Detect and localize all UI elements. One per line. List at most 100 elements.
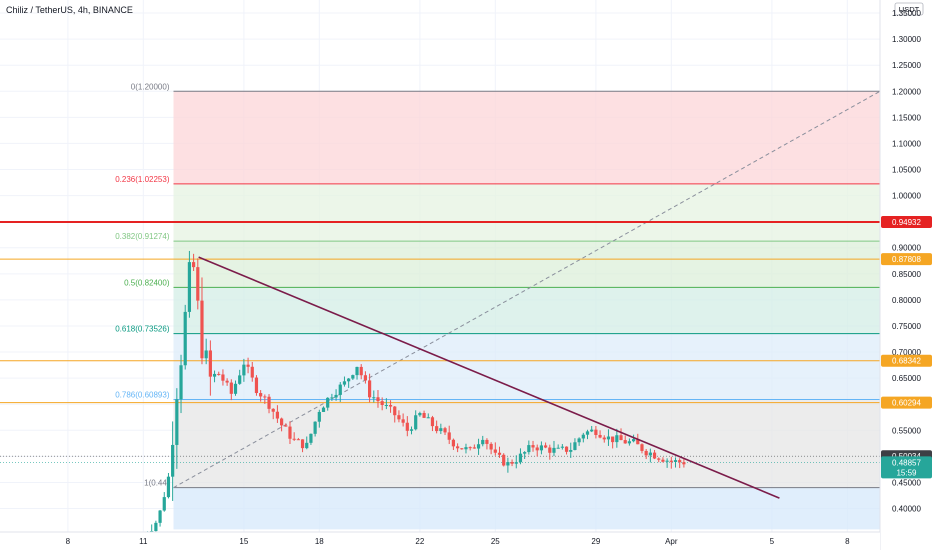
candle-body-24	[242, 364, 246, 376]
candle-body-80	[476, 444, 481, 449]
candle-body-31	[271, 408, 275, 412]
candle-body-17	[212, 373, 217, 377]
candle-body-66	[418, 412, 422, 416]
fib-level-label-3: 0.5(0.82400)	[124, 278, 170, 287]
candle-body-53	[363, 375, 368, 381]
candle-body-82	[485, 439, 489, 444]
candle-body-120	[644, 450, 648, 456]
fib-retracement[interactable]: 0(1.20000) 0.236(1.02253) 0.382(0.91274) 0.…	[115, 82, 880, 530]
candle-body-48	[342, 381, 347, 385]
candle-body-57	[380, 401, 384, 406]
candle-body-28	[259, 393, 263, 397]
candle-body-94	[535, 447, 539, 451]
candle-body-123	[657, 458, 661, 460]
descending-trendline	[198, 256, 780, 499]
price-tick-13: 0.70000	[892, 348, 921, 357]
candle-body-49	[347, 378, 351, 382]
candle-body-10	[183, 311, 187, 366]
time-tick-5: 25	[491, 537, 500, 546]
price-tick-7: 1.00000	[892, 192, 921, 201]
candle-body-67	[422, 412, 426, 418]
candle-body-21	[229, 382, 233, 394]
currency-box	[894, 2, 924, 16]
price-tick-6: 1.05000	[892, 166, 921, 175]
candle-body-98	[552, 447, 556, 453]
candle-body-104	[577, 438, 581, 443]
candle-body-75	[456, 446, 460, 449]
level-price-0-87808-tag	[881, 253, 932, 266]
level-price-0-68342-text: 0.68342	[892, 357, 921, 366]
candle-body-88	[510, 462, 514, 464]
price-tick-14: 0.65000	[892, 374, 921, 383]
level-price-0-68342-tag	[881, 354, 932, 367]
candle-body-115	[623, 440, 627, 444]
candle-body-102	[569, 449, 573, 452]
time-axis[interactable]: 8 11 15 18 22 25 29 Apr 5 8	[0, 531, 880, 550]
candle-body-60	[393, 406, 397, 416]
candle-body-50	[351, 375, 355, 379]
time-tick-4: 22	[415, 537, 424, 546]
current-price-tag	[881, 456, 932, 479]
candle-body-64	[409, 429, 414, 431]
candle-body-105	[581, 434, 585, 439]
candle-body-96	[544, 445, 548, 448]
candle-body-79	[472, 447, 476, 449]
candle-body-14	[200, 300, 204, 359]
candle-body-23	[238, 375, 242, 384]
candle-body-5	[162, 497, 166, 511]
candle-body-37	[296, 439, 300, 441]
price-tick-10: 0.85000	[892, 270, 921, 279]
candle-body-73	[447, 432, 451, 440]
candle-body-81	[481, 439, 485, 445]
price-tick-18: 0.45000	[892, 478, 921, 487]
candle-body-110	[602, 437, 606, 440]
candle-body-72	[443, 428, 447, 433]
candle-body-97	[548, 447, 552, 453]
candle-body-114	[619, 435, 623, 441]
candle-body-111	[606, 436, 611, 440]
candle-body-38	[300, 439, 305, 449]
candle-body-55	[372, 397, 376, 399]
fib-level-label-0: 0(1.20000)	[131, 82, 170, 91]
candle-body-113	[615, 435, 619, 443]
candle-body-112	[611, 436, 615, 443]
candle-body-30	[267, 396, 271, 409]
candle-body-78	[468, 447, 472, 449]
time-tick-9: 8	[845, 537, 850, 546]
candle-body-11	[187, 262, 192, 312]
price-tick-5: 1.10000	[892, 139, 921, 148]
candle-body-6	[166, 476, 171, 498]
candle-body-16	[208, 350, 212, 377]
candle-body-34	[284, 425, 288, 427]
candle-body-46	[334, 394, 338, 398]
candle-body-59	[388, 404, 393, 407]
candle-body-26	[250, 366, 254, 378]
candle-body-20	[225, 380, 229, 383]
fib-zone-6	[173, 487, 880, 530]
trendline[interactable]	[198, 256, 780, 499]
price-tick-0: 1.35000	[892, 9, 921, 18]
candle-body-41	[313, 421, 317, 434]
candle-body-35	[288, 426, 292, 439]
current-price-text: 0.48857	[892, 458, 921, 467]
candle-body-54	[368, 380, 372, 398]
price-tick-16: 0.55000	[892, 426, 921, 435]
candle-body-128	[678, 460, 682, 463]
candle-body-92	[527, 445, 531, 453]
time-axis-background	[0, 532, 880, 550]
fib-zone-1	[173, 183, 880, 242]
candle-body-100	[560, 446, 564, 448]
candle-body-43	[321, 407, 326, 412]
level-price-0-60294-text: 0.60294	[892, 399, 921, 408]
fib-level-label-4: 0.618(0.73526)	[115, 325, 170, 334]
candle-body-89	[514, 462, 518, 464]
candle-body-42	[317, 411, 321, 422]
horizontal-levels[interactable]	[0, 221, 880, 463]
time-tick-0: 8	[66, 537, 71, 546]
candle-body-108	[594, 429, 598, 435]
candle-body-127	[673, 460, 678, 462]
candle-body-19	[221, 374, 225, 381]
candle-body-126	[669, 460, 673, 462]
